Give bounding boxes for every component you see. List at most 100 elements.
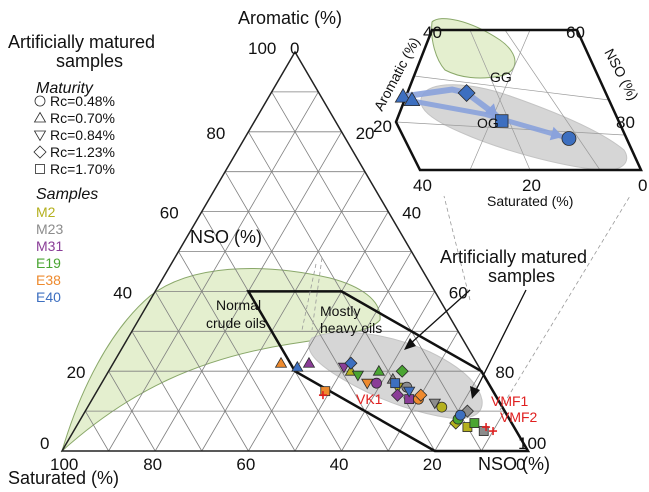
tick-label: 100 xyxy=(50,455,78,474)
tick-label: 100 xyxy=(248,39,276,58)
artificial-arrow-head-1 xyxy=(404,338,416,350)
grid-line xyxy=(84,410,109,452)
normal-crude-label-1: Normal xyxy=(216,297,261,313)
grid-line xyxy=(294,251,412,452)
inset-grid xyxy=(395,29,625,171)
inset-grid-line xyxy=(504,29,601,171)
data-point xyxy=(455,409,466,421)
legend-sample-label: E19 xyxy=(36,255,61,271)
vmf1-label: VMF1 xyxy=(491,393,529,409)
tick-label: 0 xyxy=(516,455,525,474)
legend-maturity-label: Rc=0.70% xyxy=(50,110,115,126)
artificial-arrow-head-2 xyxy=(470,386,480,399)
inset-plot: GG OG Aromatic (%) NSO (%) Saturated (%)… xyxy=(371,18,647,209)
artificial-arrow-line-2 xyxy=(474,289,527,393)
inset-arrowhead xyxy=(484,103,498,117)
main-data-points xyxy=(274,356,489,436)
tick-label: 80 xyxy=(206,124,225,143)
artificial-samples-region xyxy=(308,331,483,419)
legend-sample-label: M2 xyxy=(36,204,56,220)
inset-tick-corner-0: 0 xyxy=(638,176,647,195)
grid-line xyxy=(108,91,319,452)
tick-label: 0 xyxy=(40,434,49,453)
legend-maturity-label: Rc=0.84% xyxy=(50,127,115,143)
artificial-label-1: Artificially matured xyxy=(440,247,587,267)
tick-label: 20 xyxy=(356,124,375,143)
tick-label: 80 xyxy=(495,363,514,382)
nso-axis-label: NSO (%) xyxy=(478,454,550,474)
grid-line xyxy=(224,171,389,452)
normal-crude-label-2: crude oils xyxy=(206,315,266,331)
inset-tick-sat-40: 40 xyxy=(413,176,432,195)
tick-label: 60 xyxy=(236,455,255,474)
legend-symbol xyxy=(34,95,46,107)
data-point xyxy=(337,362,351,374)
data-point xyxy=(371,377,382,389)
legend-sample-label: M23 xyxy=(36,221,63,237)
legend-maturity-label: Rc=1.23% xyxy=(50,144,115,160)
inset-grid-line xyxy=(413,75,610,101)
legend-maturity-header: Maturity xyxy=(36,80,94,97)
inset-outline xyxy=(394,28,643,172)
vk1-label: VK1 xyxy=(356,391,383,407)
inset-gg-label: GG xyxy=(490,69,512,85)
inset-grid-line xyxy=(469,29,531,171)
data-point xyxy=(428,398,441,410)
legend-maturity-items: Rc=0.48%Rc=0.70%Rc=0.84%Rc=1.23%Rc=1.70% xyxy=(33,93,115,177)
named-samples xyxy=(318,391,498,436)
inset-green-region xyxy=(431,18,516,79)
tick-label: 40 xyxy=(113,283,132,302)
inset-data-point xyxy=(495,114,509,128)
vmf2-label: VMF2 xyxy=(500,409,538,425)
tick-label: 0 xyxy=(290,39,299,58)
data-point xyxy=(414,388,428,402)
inset-tick-sat-20: 20 xyxy=(522,176,541,195)
data-point xyxy=(291,360,304,372)
data-point xyxy=(436,401,448,413)
ternary-outline xyxy=(60,50,530,452)
guide-line xyxy=(301,263,317,331)
grid-line xyxy=(201,171,366,452)
data-point xyxy=(390,378,401,389)
data-point xyxy=(390,388,405,402)
legend-symbol xyxy=(33,130,47,142)
inset-tick-nso-80: 80 xyxy=(616,113,635,132)
legend-title-1: Artificially matured xyxy=(8,32,155,52)
data-point xyxy=(469,418,480,428)
data-point xyxy=(351,370,365,382)
guide-line xyxy=(311,257,323,331)
inset-grid-line xyxy=(395,121,625,136)
legend: Artificially matured samples Maturity Rc… xyxy=(8,32,155,305)
tick-label: 60 xyxy=(160,204,179,223)
saturated-axis-label: Saturated (%) xyxy=(8,468,119,488)
inset-data-point xyxy=(457,84,476,102)
inset-guide-lines xyxy=(301,195,631,411)
legend-symbol xyxy=(33,111,47,123)
legend-maturity-label: Rc=0.48% xyxy=(50,93,115,109)
data-point xyxy=(344,356,358,370)
inset-trend-arrowheads xyxy=(484,103,564,141)
tick-label: 40 xyxy=(402,204,421,223)
grid-line xyxy=(131,331,203,452)
guide-line xyxy=(443,195,471,301)
data-point xyxy=(395,364,409,378)
tick-label: 80 xyxy=(143,455,162,474)
grid-line xyxy=(271,91,482,452)
nso-inner-label: NSO (%) xyxy=(190,227,262,247)
legend-sample-label: E40 xyxy=(36,289,61,305)
inset-tick-nso-60: 60 xyxy=(566,23,585,42)
legend-symbol xyxy=(35,164,45,174)
inset-tick-aro-40: 40 xyxy=(423,23,442,42)
data-point xyxy=(478,426,489,436)
tick-label: 60 xyxy=(449,283,468,302)
data-point xyxy=(361,378,374,390)
inset-data-point xyxy=(561,131,577,146)
tick-label: 20 xyxy=(423,455,442,474)
zoom-region-outline xyxy=(246,290,531,453)
data-point xyxy=(402,386,416,398)
inset-arrowhead xyxy=(549,126,564,141)
grid-line xyxy=(178,251,296,452)
